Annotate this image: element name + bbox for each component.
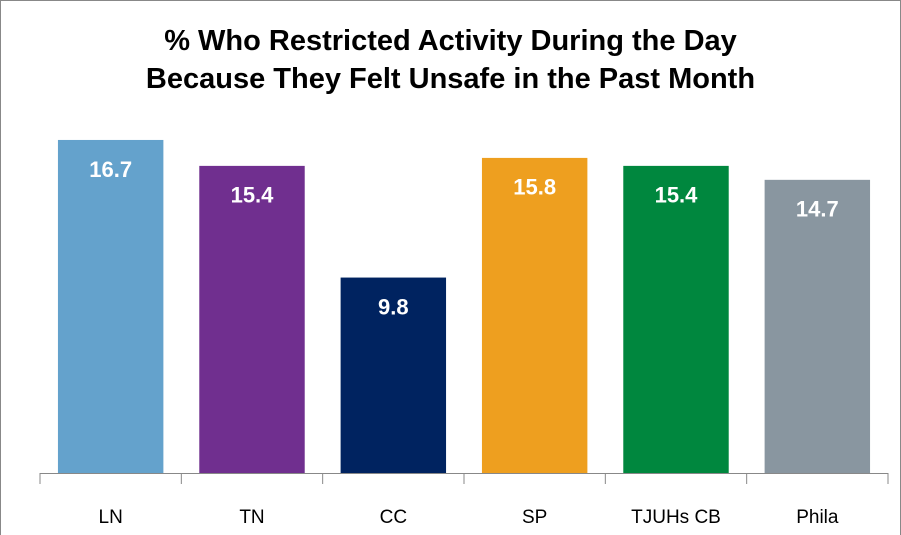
- value-label: 15.4: [655, 183, 699, 208]
- x-tick-label: TJUHs CB: [631, 507, 721, 528]
- value-label: 14.7: [796, 197, 839, 222]
- chart-title: % Who Restricted Activity During the Day…: [145, 25, 756, 95]
- bar: [199, 165, 305, 473]
- value-label: 15.8: [513, 175, 556, 200]
- value-label: 15.4: [231, 183, 275, 208]
- bar: [340, 277, 447, 473]
- x-tick-label: LN: [99, 507, 123, 528]
- bar: [57, 139, 164, 473]
- x-tick-label: Phila: [796, 507, 839, 528]
- x-tick-label: SP: [522, 507, 547, 528]
- x-tick-label: CC: [380, 507, 407, 528]
- x-tick-label: TN: [239, 507, 264, 528]
- bar: [623, 165, 729, 473]
- value-label: 9.8: [378, 294, 409, 319]
- value-label: 16.7: [89, 157, 132, 182]
- bar: [481, 157, 588, 473]
- bar: [764, 179, 871, 473]
